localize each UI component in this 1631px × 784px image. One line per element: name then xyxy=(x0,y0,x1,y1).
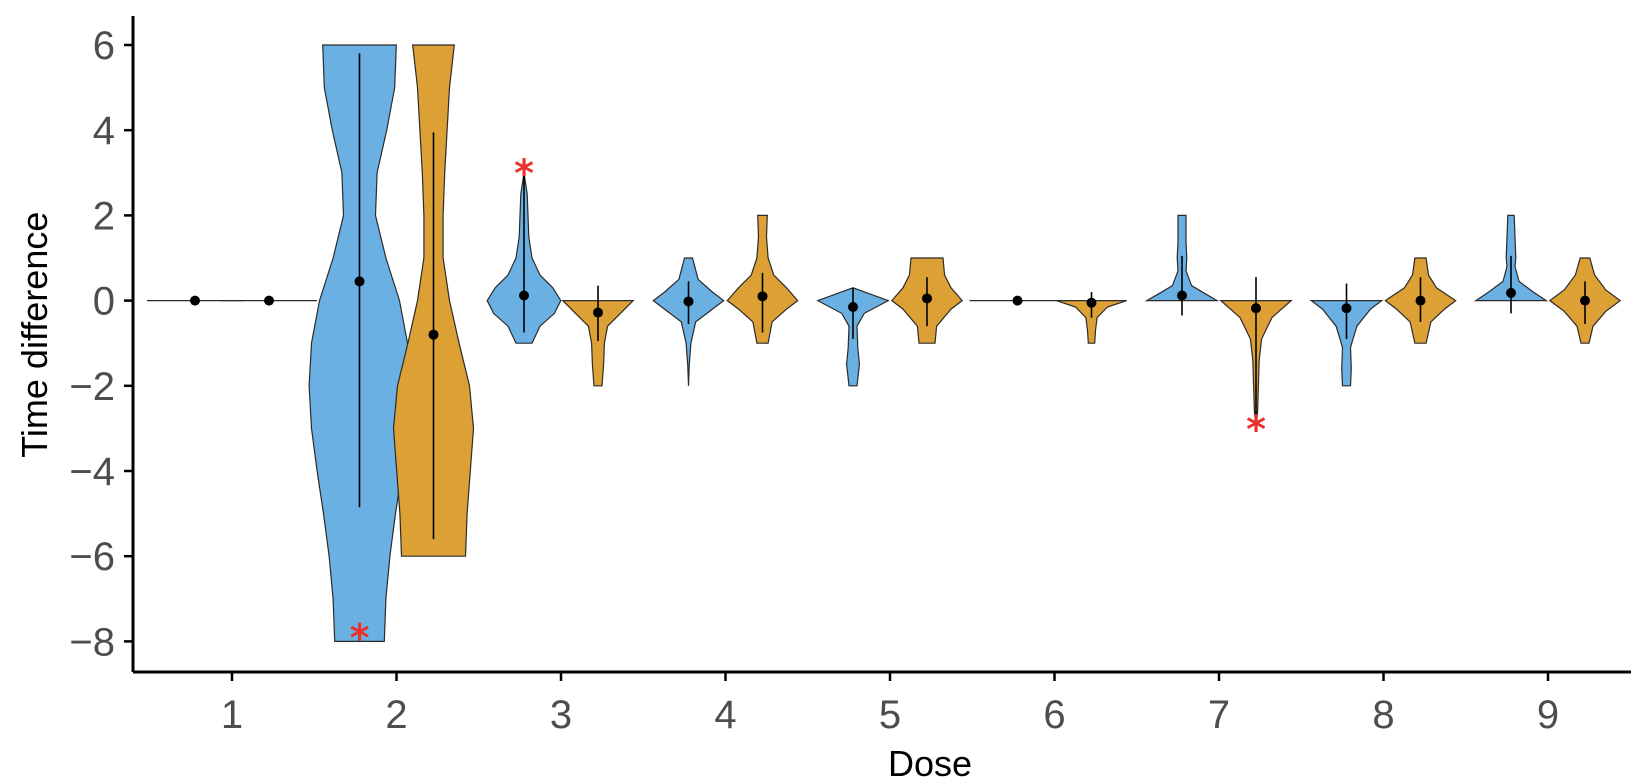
median-point xyxy=(593,307,603,318)
median-point xyxy=(1012,295,1023,306)
y-tick-label: 4 xyxy=(93,109,115,153)
y-tick-label: −8 xyxy=(69,620,115,664)
significance-star: * xyxy=(1246,407,1266,451)
median-point xyxy=(1251,303,1261,314)
median-point xyxy=(354,276,365,287)
violin-dose-3-group-b xyxy=(561,285,635,387)
violin-dose-6-group-b xyxy=(1056,292,1127,344)
violins-layer: * * * xyxy=(147,44,1622,660)
violin-dose-5-group-b xyxy=(890,257,964,344)
axes-layer xyxy=(131,16,1631,674)
median-point xyxy=(922,293,932,304)
x-tick-label: 4 xyxy=(714,693,736,737)
y-axis-title: Time difference xyxy=(14,212,55,458)
y-tick-label: −6 xyxy=(69,535,115,579)
violin-dose-3-group-a: * xyxy=(486,152,562,344)
x-axis-title: Dose xyxy=(888,743,972,784)
y-tick-label: −2 xyxy=(69,365,115,409)
median-point xyxy=(1415,295,1426,306)
median-point xyxy=(190,295,200,306)
median-point xyxy=(757,291,768,302)
median-point xyxy=(1506,287,1516,298)
y-tick-label: 6 xyxy=(93,24,115,68)
y-tick-label: 2 xyxy=(93,194,115,238)
median-point xyxy=(683,296,694,307)
violin-dose-5-group-a xyxy=(816,287,890,387)
violin-dose-4-group-a xyxy=(652,257,725,386)
x-tick-label: 3 xyxy=(550,693,572,737)
median-point xyxy=(519,290,529,301)
violin-dose-9-group-b xyxy=(1548,257,1622,344)
violin-dose-1-group-b xyxy=(221,295,317,306)
x-tick-label: 1 xyxy=(221,693,243,737)
x-tick-label: 2 xyxy=(385,693,407,737)
x-tick-label: 9 xyxy=(1537,693,1559,737)
median-point xyxy=(1580,295,1590,306)
violin-shape xyxy=(561,300,635,387)
violin-dose-7-group-b: * xyxy=(1219,277,1293,451)
x-tick-label: 8 xyxy=(1372,693,1394,737)
median-point xyxy=(1177,290,1187,301)
violin-shape xyxy=(1056,300,1127,344)
x-tick-label: 5 xyxy=(879,693,901,737)
y-tick-label: −4 xyxy=(69,450,115,494)
median-point xyxy=(1341,303,1352,314)
y-ticks: 6 4 2 0 −2 −4 −6 −8 xyxy=(69,24,133,664)
violin-dose-8-group-b xyxy=(1384,257,1457,344)
violin-dose-8-group-a xyxy=(1309,283,1384,387)
y-tick-label: 0 xyxy=(93,280,115,324)
violin-dose-4-group-b xyxy=(726,214,799,344)
significance-star: * xyxy=(514,152,534,196)
x-ticks: 1 2 3 4 5 6 7 8 9 xyxy=(221,672,1559,737)
violin-dose-2-group-a: * xyxy=(308,44,411,660)
median-point xyxy=(428,329,439,340)
median-point xyxy=(264,295,274,306)
violin-dose-6-group-a xyxy=(969,295,1066,306)
x-tick-label: 6 xyxy=(1043,693,1065,737)
violin-dose-7-group-a xyxy=(1144,214,1220,316)
x-tick-label: 7 xyxy=(1208,693,1230,737)
median-point xyxy=(1086,297,1097,308)
violin-dose-2-group-b xyxy=(392,44,475,557)
violin-dose-9-group-a xyxy=(1473,214,1549,314)
violin-shape xyxy=(1309,300,1384,387)
median-point xyxy=(848,301,858,312)
significance-star: * xyxy=(350,616,370,660)
